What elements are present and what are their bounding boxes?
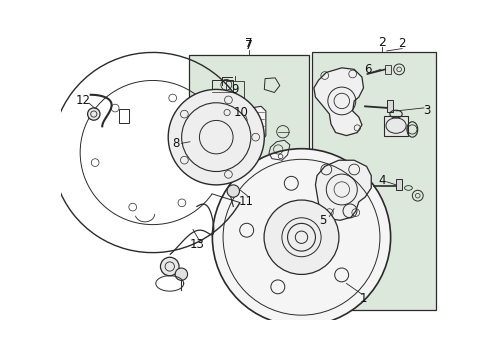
Circle shape: [227, 185, 240, 197]
Bar: [120, 109, 129, 123]
Text: 7: 7: [245, 39, 253, 52]
Bar: [198, 114, 216, 143]
Text: 4: 4: [378, 174, 386, 187]
Text: 7: 7: [245, 37, 253, 50]
Bar: [214, 108, 228, 119]
Circle shape: [264, 200, 339, 274]
Bar: [396, 180, 402, 190]
Polygon shape: [314, 68, 364, 136]
Bar: [189, 55, 309, 170]
Polygon shape: [316, 160, 371, 220]
Circle shape: [88, 108, 100, 120]
Bar: [212, 80, 233, 103]
Bar: [385, 65, 392, 74]
Text: 1: 1: [360, 292, 367, 305]
Circle shape: [168, 89, 264, 185]
Text: 2: 2: [398, 37, 406, 50]
Circle shape: [212, 149, 391, 326]
Polygon shape: [218, 111, 243, 153]
Text: 3: 3: [423, 104, 431, 117]
Circle shape: [175, 268, 188, 280]
Text: 2: 2: [378, 36, 386, 49]
Text: 12: 12: [75, 94, 91, 107]
Bar: [225, 81, 244, 103]
Bar: [384, 116, 409, 136]
Text: 5: 5: [319, 214, 327, 227]
Text: 9: 9: [231, 83, 239, 96]
Circle shape: [160, 257, 179, 276]
Bar: [387, 100, 393, 112]
Bar: [312, 52, 437, 310]
Text: 6: 6: [365, 63, 372, 76]
Bar: [200, 116, 214, 141]
Text: 8: 8: [172, 137, 180, 150]
Text: 11: 11: [238, 194, 253, 208]
Text: 10: 10: [234, 106, 248, 119]
Polygon shape: [248, 106, 266, 142]
Bar: [216, 106, 222, 122]
Text: 13: 13: [190, 238, 204, 251]
